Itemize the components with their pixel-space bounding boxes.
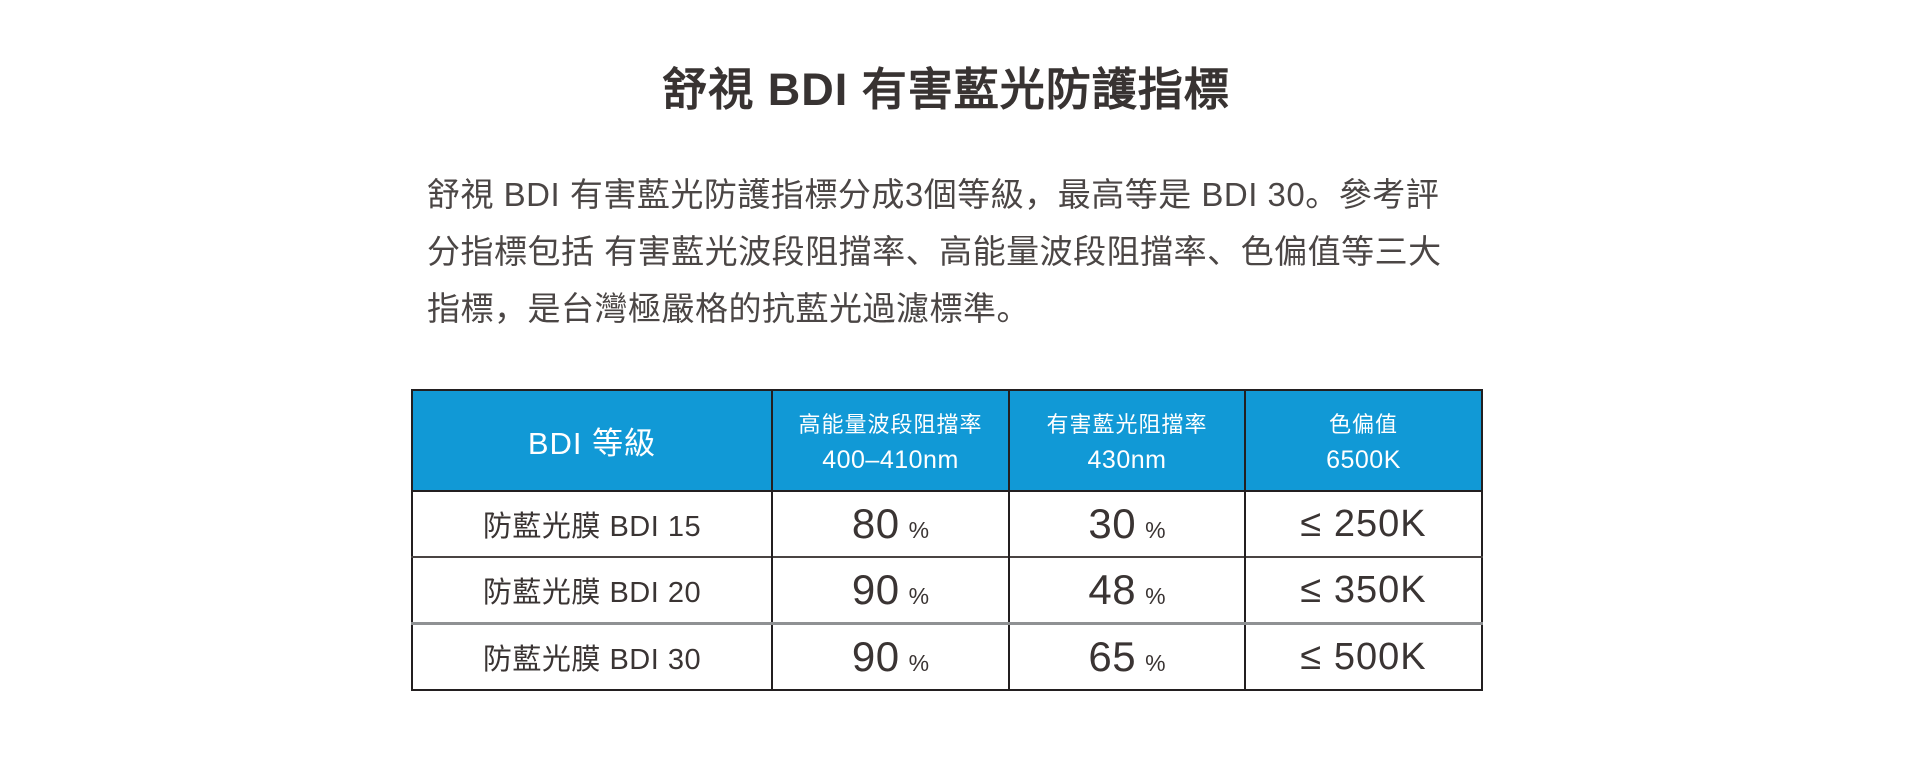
- header-cell-high-energy-block-rate: 高能量波段阻擋率 400–410nm: [771, 390, 1009, 492]
- intro-line-3: 指標，是台灣極嚴格的抗藍光過濾標準。: [427, 290, 1030, 327]
- cell-harmful-blue-rate: 48%: [1008, 556, 1245, 624]
- percent-symbol: %: [1145, 583, 1166, 609]
- percent-symbol: %: [908, 517, 930, 543]
- rate-value: 30: [1088, 500, 1137, 547]
- rate-value: 90: [851, 566, 900, 613]
- intro-paragraph: 舒視 BDI 有害藍光防護指標分成3個等級，最高等是 BDI 30。參考評 分指…: [411, 166, 1481, 337]
- cell-color-shift: ≤ 500K: [1244, 622, 1482, 690]
- page-title: 舒視 BDI 有害藍光防護指標: [662, 64, 1230, 115]
- header-high-energy-wavelength: 400–410nm: [822, 445, 959, 474]
- bdi-rating-table: BDI 等級 高能量波段阻擋率 400–410nm 有害藍光阻擋率 430nm …: [411, 389, 1483, 691]
- header-cell-harmful-blue-block-rate: 有害藍光阻擋率 430nm: [1008, 390, 1245, 492]
- cell-harmful-blue-rate: 65%: [1008, 622, 1245, 690]
- intro-line-2: 分指標包括 有害藍光波段阻擋率、高能量波段阻擋率、色偏值等三大: [427, 233, 1442, 270]
- content-column: 舒視 BDI 有害藍光防護指標 舒視 BDI 有害藍光防護指標分成3個等級，最高…: [411, 62, 1483, 691]
- table-row-bdi-30: 防藍光膜 BDI 30 90% 65% ≤ 500K: [412, 622, 1482, 690]
- header-harmful-blue-title: 有害藍光阻擋率: [1046, 411, 1208, 437]
- cell-grade: 防藍光膜 BDI 30: [412, 622, 772, 690]
- header-color-shift-temp: 6500K: [1326, 445, 1401, 474]
- percent-symbol: %: [908, 583, 930, 609]
- color-shift-value: ≤ 500K: [1300, 635, 1427, 678]
- cell-grade: 防藍光膜 BDI 20: [412, 556, 772, 624]
- table-row-bdi-20: 防藍光膜 BDI 20 90% 48% ≤ 350K: [412, 556, 1482, 624]
- header-color-shift-title: 色偏值: [1328, 411, 1398, 437]
- rate-value: 65: [1088, 633, 1137, 680]
- percent-symbol: %: [908, 650, 930, 676]
- percent-symbol: %: [1145, 650, 1166, 676]
- color-shift-value: ≤ 250K: [1300, 502, 1427, 545]
- rate-value: 90: [851, 633, 900, 680]
- percent-symbol: %: [1145, 517, 1166, 543]
- cell-grade: 防藍光膜 BDI 15: [412, 491, 772, 557]
- header-cell-bdi-grade: BDI 等級: [412, 390, 772, 492]
- rate-value: 80: [851, 500, 900, 547]
- grade-text: 防藍光膜 BDI 30: [482, 644, 702, 676]
- cell-harmful-blue-rate: 30%: [1008, 491, 1245, 557]
- cell-color-shift: ≤ 350K: [1244, 556, 1482, 624]
- table-row-bdi-15: 防藍光膜 BDI 15 80% 30% ≤ 250K: [412, 491, 1482, 557]
- header-high-energy-title: 高能量波段阻擋率: [798, 411, 983, 437]
- header-cell-color-shift: 色偏值 6500K: [1244, 390, 1482, 492]
- header-harmful-blue-wavelength: 430nm: [1087, 445, 1167, 474]
- color-shift-value: ≤ 350K: [1300, 568, 1427, 611]
- header-grade-label: BDI 等級: [527, 426, 657, 461]
- table-header-row: BDI 等級 高能量波段阻擋率 400–410nm 有害藍光阻擋率 430nm …: [412, 390, 1482, 492]
- grade-text: 防藍光膜 BDI 15: [482, 511, 702, 543]
- cell-high-energy-rate: 80%: [771, 491, 1009, 557]
- cell-high-energy-rate: 90%: [771, 622, 1009, 690]
- cell-high-energy-rate: 90%: [771, 556, 1009, 624]
- cell-color-shift: ≤ 250K: [1244, 491, 1482, 557]
- grade-text: 防藍光膜 BDI 20: [482, 577, 702, 609]
- rate-value: 48: [1088, 566, 1137, 613]
- intro-line-1: 舒視 BDI 有害藍光防護指標分成3個等級，最高等是 BDI 30。參考評: [427, 176, 1440, 213]
